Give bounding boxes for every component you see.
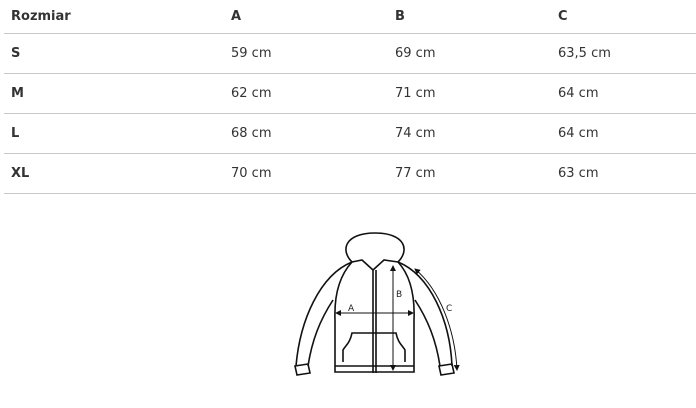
table-row: S 59 cm 69 cm 63,5 cm — [4, 33, 696, 74]
cuff-left — [294, 363, 311, 376]
pocket — [342, 332, 406, 362]
cell-size: XL — [4, 153, 224, 194]
header-a: A — [224, 0, 388, 34]
size-table: Rozmiar A B C S 59 cm 69 cm 63,5 cm M 62… — [4, 0, 696, 194]
measure-c-arrow — [414, 268, 460, 371]
cell-a: 59 cm — [224, 33, 388, 74]
cell-b: 71 cm — [388, 73, 551, 114]
body-left — [334, 261, 415, 373]
label-b: B — [396, 290, 402, 300]
header-size: Rozmiar — [4, 0, 224, 34]
zipper — [372, 270, 377, 373]
cell-c: 63,5 cm — [551, 33, 696, 74]
table-row: M 62 cm 71 cm 64 cm — [4, 73, 696, 114]
cell-a: 62 cm — [224, 73, 388, 114]
collar — [351, 259, 399, 272]
cell-size: M — [4, 73, 224, 114]
cell-size: S — [4, 33, 224, 74]
sleeve-left — [295, 261, 353, 367]
header-b: B — [388, 0, 551, 34]
cell-a: 68 cm — [224, 113, 388, 154]
cuff-right — [438, 363, 455, 376]
table-header: Rozmiar A B C — [4, 0, 696, 34]
table-row: XL 70 cm 77 cm 63 cm — [4, 153, 696, 194]
cell-b: 77 cm — [388, 153, 551, 194]
table-row: L 68 cm 74 cm 64 cm — [4, 113, 696, 154]
label-a: A — [348, 304, 355, 314]
cell-c: 64 cm — [551, 73, 696, 114]
cell-a: 70 cm — [224, 153, 388, 194]
cell-b: 74 cm — [388, 113, 551, 154]
cell-b: 69 cm — [388, 33, 551, 74]
sleeve-right — [397, 261, 453, 367]
cell-c: 64 cm — [551, 113, 696, 154]
label-c: C — [446, 304, 452, 314]
cell-size: L — [4, 113, 224, 154]
header-c: C — [551, 0, 696, 34]
cell-c: 63 cm — [551, 153, 696, 194]
hood — [345, 232, 405, 263]
